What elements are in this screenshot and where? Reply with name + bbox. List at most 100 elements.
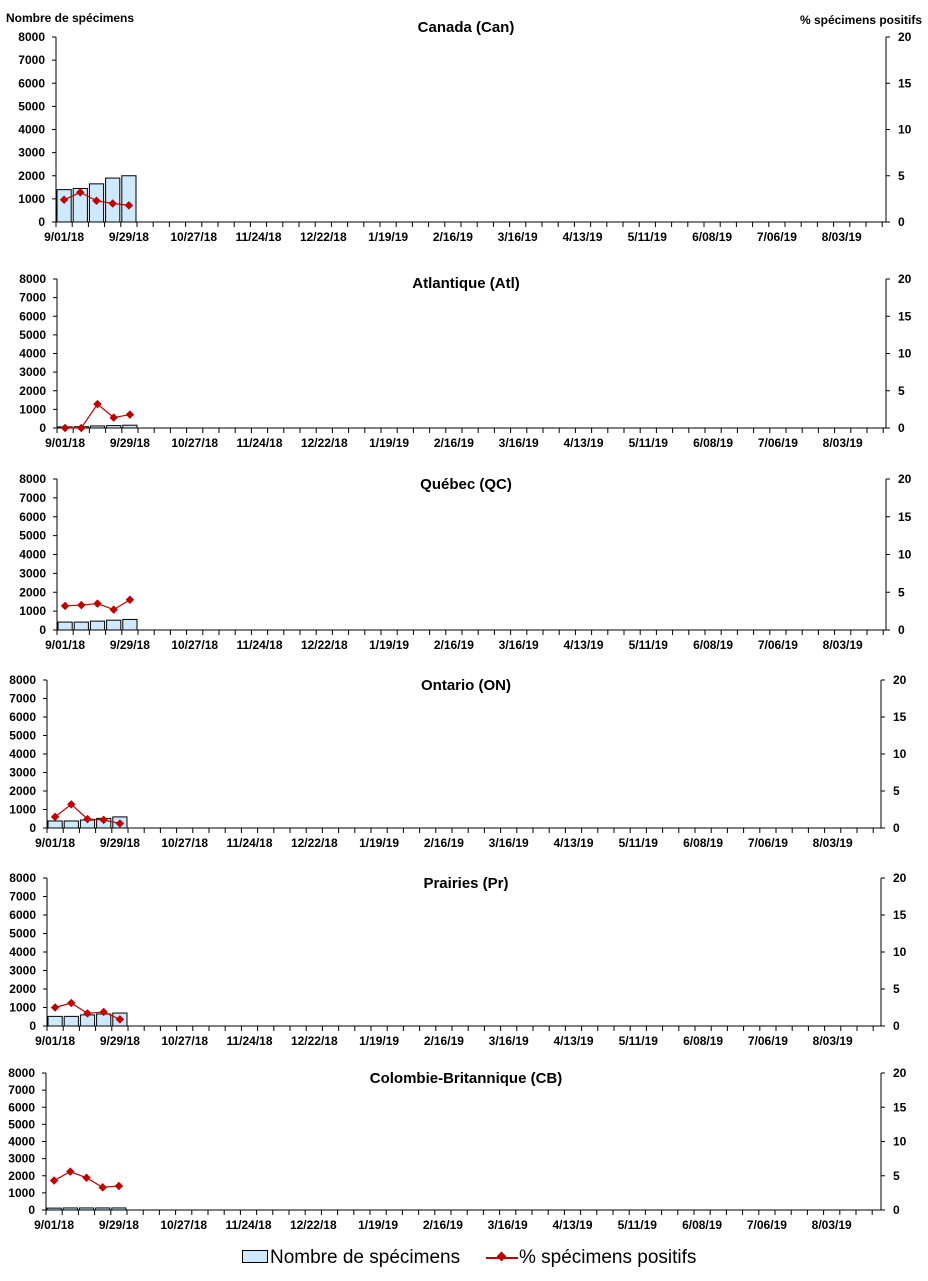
positivity-point	[49, 1176, 59, 1185]
y2-tick-label: 5	[898, 169, 905, 183]
x-tick-label: 5/11/19	[628, 230, 668, 244]
x-tick-label: 8/03/19	[812, 1218, 852, 1232]
x-tick-label: 10/27/18	[161, 1034, 208, 1048]
y-tick-label: 4000	[8, 1135, 35, 1149]
y-tick-label: 3000	[9, 766, 36, 780]
bar	[73, 621, 89, 631]
y-tick-label: 5000	[19, 328, 46, 342]
y2-tick-label: 20	[893, 1066, 907, 1080]
bar	[89, 425, 106, 429]
x-tick-label: 1/19/19	[359, 1034, 399, 1048]
positivity-point	[108, 199, 117, 208]
x-tick-label: 3/16/19	[499, 638, 539, 652]
y2-tick-label: 0	[898, 623, 905, 637]
y-tick-label: 1000	[18, 192, 45, 206]
x-tick-label: 3/16/19	[498, 230, 538, 244]
x-tick-label: 5/11/19	[619, 836, 659, 850]
y2-tick-label: 0	[893, 821, 900, 835]
chart-title: Canada (Can)	[418, 19, 515, 36]
x-tick-label: 1/19/19	[368, 230, 408, 244]
y-tick-label: 6000	[18, 76, 45, 90]
bar	[56, 189, 72, 223]
y-tick-label: 1000	[9, 1001, 36, 1015]
y2-tick-label: 10	[893, 945, 907, 959]
positivity-point	[98, 1183, 107, 1192]
x-tick-label: 2/16/19	[424, 836, 464, 850]
y-tick-label: 1000	[19, 604, 46, 618]
positivity-point	[60, 601, 70, 611]
x-tick-label: 8/03/19	[813, 1034, 853, 1048]
y-tick-label: 5000	[9, 729, 36, 743]
y-tick-label: 2000	[9, 982, 36, 996]
y-tick-label: 3000	[19, 566, 46, 580]
y-tick-label: 4000	[9, 945, 36, 959]
x-tick-label: 4/13/19	[552, 1218, 592, 1232]
y-tick-label: 4000	[18, 123, 45, 137]
x-tick-label: 7/06/19	[757, 230, 797, 244]
positivity-point	[59, 195, 69, 205]
y-tick-label: 4000	[9, 747, 36, 761]
positivity-point	[109, 413, 118, 422]
x-tick-label: 11/24/18	[235, 230, 281, 244]
x-tick-label: 12/22/18	[300, 230, 347, 244]
x-tick-label: 2/16/19	[433, 230, 473, 244]
x-tick-label: 6/08/19	[693, 638, 733, 652]
x-tick-label: 4/13/19	[563, 436, 603, 450]
y2-tick-label: 20	[898, 30, 912, 44]
y-tick-label: 3000	[19, 365, 46, 379]
positivity-point	[76, 188, 85, 197]
x-tick-label: 6/08/19	[683, 1034, 723, 1048]
x-tick-label: 10/27/18	[160, 1218, 207, 1232]
y-tick-label: 8000	[19, 472, 46, 486]
x-tick-label: 3/16/19	[489, 836, 529, 850]
x-tick-label: 10/27/18	[171, 436, 218, 450]
y-tick-label: 7000	[8, 1083, 35, 1097]
x-tick-label: 4/13/19	[562, 230, 602, 244]
x-tick-label: 3/16/19	[488, 1218, 528, 1232]
x-tick-label: 12/22/18	[290, 1218, 337, 1232]
chart-title: Ontario (ON)	[421, 677, 511, 694]
y2-tick-label: 15	[898, 510, 912, 524]
y2-tick-label: 20	[898, 472, 912, 486]
x-tick-label: 9/01/18	[35, 1034, 75, 1048]
x-tick-label: 10/27/18	[171, 638, 218, 652]
y-tick-label: 2000	[9, 784, 36, 798]
y-tick-label: 1000	[8, 1186, 35, 1200]
bar	[57, 621, 73, 631]
y-tick-label: 3000	[18, 146, 45, 160]
y-tick-label: 3000	[9, 964, 36, 978]
positivity-point	[92, 196, 101, 205]
x-tick-label: 2/16/19	[424, 1034, 464, 1048]
y2-tick-label: 10	[898, 347, 912, 361]
x-tick-label: 11/24/18	[226, 836, 272, 850]
chart-title: Québec (QC)	[420, 476, 512, 493]
y2-tick-label: 5	[893, 1169, 900, 1183]
y-tick-label: 0	[38, 215, 45, 229]
y-tick-label: 7000	[9, 890, 36, 904]
y2-tick-label: 20	[898, 272, 912, 286]
bar	[122, 424, 138, 429]
y2-tick-label: 15	[898, 309, 912, 323]
positivity-point	[109, 605, 118, 614]
y-tick-label: 8000	[19, 272, 46, 286]
x-tick-label: 1/19/19	[369, 638, 409, 652]
y-tick-label: 7000	[19, 491, 46, 505]
y-tick-label: 8000	[9, 673, 36, 687]
x-tick-label: 2/16/19	[434, 436, 474, 450]
y2-tick-label: 15	[893, 1100, 907, 1114]
x-tick-label: 5/11/19	[618, 1218, 658, 1232]
y-tick-label: 5000	[18, 99, 45, 113]
legend-bar-label: Nombre de spécimens	[270, 1247, 461, 1268]
y-tick-label: 2000	[19, 384, 46, 398]
y-tick-label: 6000	[19, 510, 46, 524]
x-tick-label: 4/13/19	[553, 1034, 593, 1048]
x-tick-label: 2/16/19	[423, 1218, 463, 1232]
y-axis-title: Nombre de spécimens	[6, 11, 134, 25]
legend-bar-swatch	[242, 1250, 268, 1263]
x-tick-label: 12/22/18	[291, 1034, 338, 1048]
y2-tick-label: 20	[893, 871, 907, 885]
x-tick-label: 9/01/18	[45, 638, 85, 652]
y-tick-label: 4000	[19, 548, 46, 562]
bar	[63, 1015, 79, 1027]
positivity-point	[50, 1003, 60, 1012]
